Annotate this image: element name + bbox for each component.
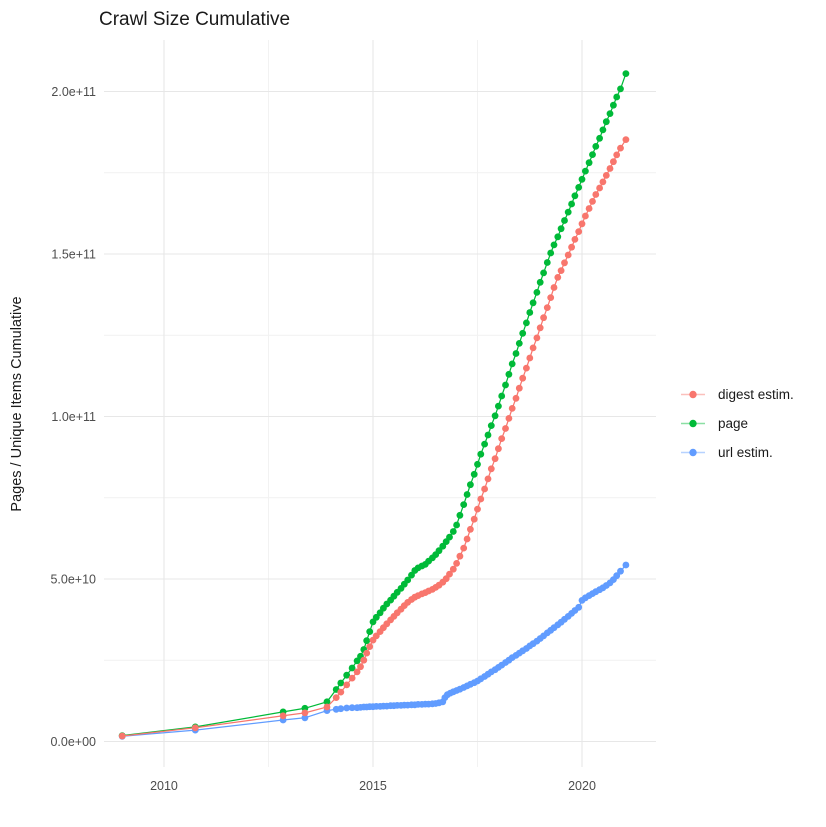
series-page xyxy=(118,70,630,739)
y-tick-label: 1.0e+11 xyxy=(51,410,96,424)
y-tick-label: 1.5e+11 xyxy=(51,248,96,262)
series-digest-estim-line xyxy=(122,139,627,737)
y-tick-label: 2.0e+11 xyxy=(51,85,96,99)
y-tick-label: 5.0e+10 xyxy=(50,572,96,586)
x-tick-label: 2010 xyxy=(150,779,178,793)
legend-label-digest-estim: digest estim. xyxy=(718,387,794,402)
legend-key-page-icon xyxy=(681,419,705,428)
series-url-estim-line xyxy=(122,564,627,737)
legend-label-page: page xyxy=(718,416,749,431)
axis-tick-labels: 2010 2015 2020 0.0e+00 5.0e+10 1.0e+11 1.5e+11… xyxy=(50,85,596,793)
series-url-estim-points xyxy=(118,561,630,740)
legend: digest estim. page url estim. xyxy=(680,380,794,467)
x-tick-label: 2020 xyxy=(568,779,596,793)
data-series xyxy=(118,70,630,740)
x-tick-label: 2015 xyxy=(359,779,387,793)
series-page-points xyxy=(118,70,630,739)
legend-key-url-estim-icon xyxy=(681,448,705,457)
y-tick-label: 0.0e+00 xyxy=(50,735,96,749)
chart-title: Crawl Size Cumulative xyxy=(99,9,290,30)
y-axis-title: Pages / Unique Items Cumulative xyxy=(9,296,25,511)
series-url-estim xyxy=(118,561,630,740)
series-digest-estim-points xyxy=(118,136,630,740)
legend-label-url-estim: url estim. xyxy=(718,445,773,460)
legend-item-page: page xyxy=(680,409,794,438)
legend-key-digest-icon xyxy=(681,390,705,399)
gridlines xyxy=(104,40,656,767)
series-digest-estim xyxy=(118,136,630,740)
legend-item-url-estim: url estim. xyxy=(680,438,794,467)
legend-item-digest-estim: digest estim. xyxy=(680,380,794,409)
